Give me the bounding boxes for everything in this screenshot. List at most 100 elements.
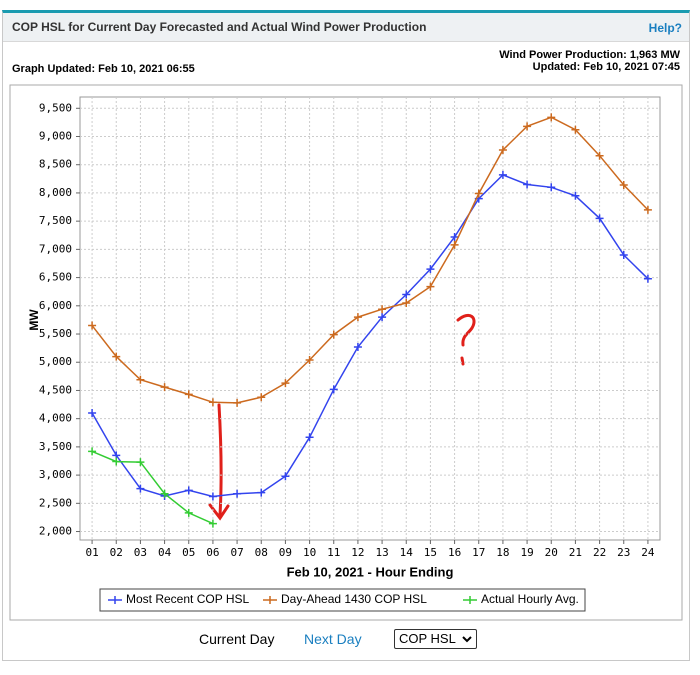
- point-marker: [257, 488, 266, 497]
- annotation-question: [456, 314, 476, 366]
- point-marker: [571, 191, 580, 200]
- series-line: [91, 174, 649, 498]
- point-marker: [353, 342, 362, 351]
- y-tick-label: 4,000: [39, 412, 72, 425]
- x-tick-label: 16: [448, 546, 461, 559]
- y-tick-label: 8,000: [39, 186, 72, 199]
- point-marker: [643, 205, 652, 214]
- y-tick-label: 9,500: [39, 101, 72, 114]
- select-value: COP HSL: [399, 631, 456, 646]
- point-marker: [160, 383, 169, 392]
- y-tick-label: 5,500: [39, 327, 72, 340]
- updated-time: Updated: Feb 10, 2021 07:45: [532, 61, 680, 73]
- y-tick-label: 4,500: [39, 383, 72, 396]
- point-marker: [571, 125, 580, 134]
- graph-updated: Graph Updated: Feb 10, 2021 06:55: [12, 63, 195, 75]
- x-tick-label: 01: [85, 546, 98, 559]
- point-marker: [305, 433, 314, 442]
- point-marker: [112, 457, 121, 466]
- x-tick-label: 20: [545, 546, 558, 559]
- next-day-link[interactable]: Next Day: [304, 631, 362, 647]
- point-marker: [136, 458, 145, 467]
- y-axis-title: MW: [27, 309, 41, 331]
- series-line: [91, 450, 214, 525]
- y-tick-label: 2,000: [39, 525, 72, 538]
- x-tick-label: 03: [134, 546, 147, 559]
- point-marker: [595, 214, 604, 223]
- x-tick-label: 08: [255, 546, 268, 559]
- legend-swatch: [263, 596, 277, 604]
- point-marker: [474, 189, 483, 198]
- y-tick-label: 9,000: [39, 130, 72, 143]
- series-line: [91, 116, 649, 404]
- point-marker: [88, 447, 97, 456]
- x-tick-label: 24: [641, 546, 655, 559]
- point-marker: [450, 240, 459, 249]
- legend-label: Most Recent COP HSL: [126, 592, 249, 606]
- point-marker: [184, 508, 193, 517]
- select-box[interactable]: COP HSL: [394, 629, 477, 649]
- point-marker: [450, 232, 459, 241]
- point-marker: [619, 181, 628, 190]
- y-tick-label: 7,000: [39, 242, 72, 255]
- point-marker: [88, 409, 97, 418]
- y-tick-label: 3,500: [39, 440, 72, 453]
- point-marker: [523, 122, 532, 131]
- x-tick-label: 04: [158, 546, 172, 559]
- point-marker: [378, 313, 387, 322]
- x-tick-label: 14: [400, 546, 414, 559]
- point-marker: [136, 375, 145, 384]
- point-marker: [281, 472, 290, 481]
- x-axis-title: Feb 10, 2021 - Hour Ending: [287, 564, 454, 579]
- x-tick-label: 17: [472, 546, 485, 559]
- point-marker: [353, 313, 362, 322]
- point-marker: [643, 274, 652, 283]
- wind-production: Wind Power Production: 1,963 MW: [499, 49, 680, 61]
- legend-label: Day-Ahead 1430 COP HSL: [281, 592, 427, 606]
- x-tick-label: 12: [351, 546, 364, 559]
- point-marker: [402, 290, 411, 299]
- point-marker: [233, 489, 242, 498]
- x-tick-label: 05: [182, 546, 195, 559]
- x-tick-label: 10: [303, 546, 316, 559]
- x-tick-label: 22: [593, 546, 606, 559]
- x-tick-label: 06: [206, 546, 219, 559]
- y-tick-label: 8,500: [39, 158, 72, 171]
- point-marker: [619, 251, 628, 260]
- point-marker: [498, 146, 507, 155]
- select-caret: [462, 636, 472, 643]
- y-tick-label: 2,500: [39, 496, 72, 509]
- point-marker: [136, 484, 145, 493]
- point-marker: [378, 305, 387, 314]
- x-tick-label: 13: [375, 546, 388, 559]
- point-marker: [88, 321, 97, 330]
- header-bar: [3, 13, 689, 42]
- x-tick-label: 21: [569, 546, 582, 559]
- point-marker: [160, 489, 169, 498]
- help-link[interactable]: Help?: [648, 21, 682, 35]
- point-marker: [208, 492, 217, 501]
- point-marker: [498, 170, 507, 179]
- legend-swatch: [463, 596, 477, 604]
- x-tick-label: 18: [496, 546, 509, 559]
- point-marker: [329, 385, 338, 394]
- x-tick-label: 11: [327, 546, 340, 559]
- x-tick-label: 15: [424, 546, 437, 559]
- point-marker: [595, 151, 604, 160]
- x-tick-label: 07: [230, 546, 243, 559]
- point-marker: [329, 330, 338, 339]
- x-tick-label: 09: [279, 546, 292, 559]
- y-tick-label: 6,000: [39, 299, 72, 312]
- point-marker: [208, 519, 217, 528]
- chart: MW Feb 10, 2021 - Hour Ending 2,000 2,500…: [9, 84, 683, 621]
- point-marker: [523, 180, 532, 189]
- y-tick-label: 3,000: [39, 468, 72, 481]
- point-marker: [305, 355, 314, 364]
- panel: [2, 10, 690, 661]
- current-day[interactable]: Current Day: [199, 631, 275, 647]
- point-marker: [547, 113, 556, 122]
- y-tick-label: 6,500: [39, 271, 72, 284]
- point-marker: [426, 282, 435, 291]
- point-marker: [208, 398, 217, 407]
